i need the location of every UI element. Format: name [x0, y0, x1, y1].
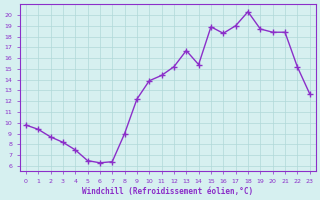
- X-axis label: Windchill (Refroidissement éolien,°C): Windchill (Refroidissement éolien,°C): [82, 187, 253, 196]
